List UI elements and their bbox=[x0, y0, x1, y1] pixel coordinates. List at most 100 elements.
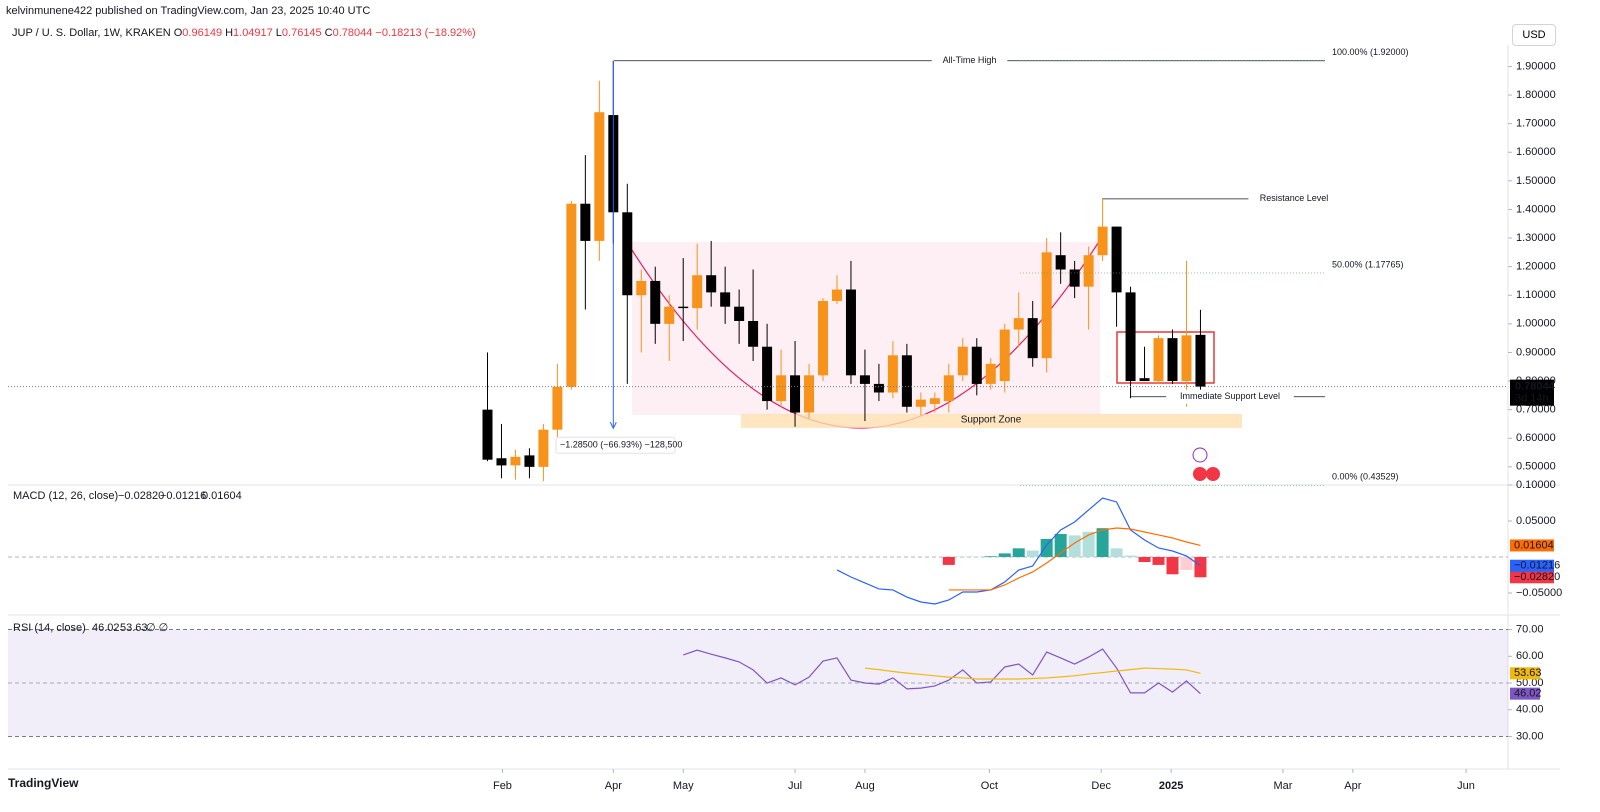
candle-body bbox=[1013, 318, 1024, 330]
level-label-bg bbox=[931, 53, 1008, 68]
y-tick-label: 0.10000 bbox=[1516, 479, 1556, 491]
candle-body bbox=[594, 112, 605, 241]
candle-body bbox=[943, 375, 954, 402]
x-tick-label: Jun bbox=[1457, 780, 1475, 792]
candle-body bbox=[1195, 334, 1206, 387]
ohlc-prefix: L bbox=[275, 27, 282, 39]
fib-label: 50.00% (1.17765) bbox=[1332, 259, 1404, 269]
axis-value-box bbox=[1510, 539, 1554, 552]
level-label: All-Time High bbox=[943, 55, 997, 65]
ohlc-value: 0.76145 bbox=[281, 27, 322, 39]
x-tick-label: Apr bbox=[605, 780, 622, 792]
histogram-bar bbox=[1180, 556, 1193, 570]
candle-body bbox=[1181, 335, 1192, 382]
candle-body bbox=[552, 386, 563, 430]
candle-body bbox=[762, 346, 773, 402]
axis-value-box bbox=[1510, 559, 1554, 572]
y-tick-label: 1.20000 bbox=[1516, 261, 1556, 273]
y-tick-label: 1.10000 bbox=[1516, 289, 1556, 301]
y-tick-label: 1.90000 bbox=[1516, 60, 1556, 72]
candle-body bbox=[957, 346, 968, 376]
candle-body bbox=[1153, 338, 1164, 382]
currency-button[interactable]: USD bbox=[1512, 24, 1556, 46]
candle-body bbox=[818, 300, 829, 376]
candle-body bbox=[804, 375, 815, 413]
arrow-head bbox=[609, 422, 617, 430]
histogram-bar bbox=[1124, 555, 1137, 557]
y-tick-label: 60.00 bbox=[1516, 650, 1544, 662]
measure-box bbox=[555, 436, 676, 454]
x-tick-label: May bbox=[673, 780, 694, 792]
last-price-box bbox=[1510, 379, 1554, 406]
axis-value-box bbox=[1510, 667, 1540, 680]
y-tick-label: 70.00 bbox=[1516, 623, 1544, 635]
candle-body bbox=[580, 203, 591, 241]
fib-label: 0.00% (0.43529) bbox=[1332, 472, 1399, 482]
range-box bbox=[1116, 331, 1215, 384]
candle-body bbox=[538, 429, 549, 467]
measure-label: −1.28500 (−66.93%) −128,500 bbox=[560, 440, 682, 450]
event-icon[interactable] bbox=[1193, 467, 1207, 481]
candle-body bbox=[1125, 292, 1136, 382]
symbol: JUP / U. S. Dollar, 1W, KRAKEN bbox=[12, 27, 171, 39]
level-label: Immediate Support Level bbox=[1180, 391, 1280, 401]
candle-body bbox=[1139, 378, 1150, 382]
histogram-bar bbox=[998, 553, 1011, 557]
candle-body bbox=[482, 409, 493, 460]
histogram-bar bbox=[1110, 548, 1123, 557]
axis-value-label: −0.01216 bbox=[1514, 560, 1560, 572]
symbol-legend: JUP / U. S. Dollar, 1W, KRAKEN O 0.96149 … bbox=[12, 27, 476, 39]
support-zone bbox=[741, 413, 1242, 428]
x-tick-label: Oct bbox=[981, 780, 998, 792]
candle-body bbox=[692, 275, 703, 309]
y-tick-label: 0.50000 bbox=[1516, 461, 1556, 473]
ohlc-value: 0.96149 bbox=[182, 27, 223, 39]
candle-body bbox=[524, 455, 535, 467]
x-tick-label: Apr bbox=[1344, 780, 1361, 792]
event-icon[interactable] bbox=[1206, 467, 1220, 481]
axis-value-label: 0.01604 bbox=[1514, 539, 1554, 551]
macd-line bbox=[836, 497, 1201, 605]
candle-body bbox=[1083, 255, 1094, 287]
axis-value-label: 53.63 bbox=[1514, 667, 1542, 679]
rsi-line bbox=[864, 667, 1201, 680]
candle-body bbox=[859, 375, 870, 384]
candle-body bbox=[1027, 318, 1038, 359]
histogram-bar bbox=[1138, 556, 1151, 563]
y-tick-label: 1.80000 bbox=[1516, 89, 1556, 101]
candle-body bbox=[1111, 226, 1122, 293]
level-label-bg bbox=[1248, 191, 1340, 206]
legend-value: 0.01604 bbox=[202, 490, 242, 502]
x-tick-label: 2025 bbox=[1159, 780, 1183, 792]
countdown: 3d 14h bbox=[1515, 393, 1549, 405]
candle-body bbox=[734, 306, 745, 321]
ohlc-prefix: O bbox=[173, 27, 183, 39]
axis-value-box bbox=[1510, 687, 1540, 700]
brand: TradingView bbox=[8, 776, 79, 790]
legend-extra: ∅ ∅ bbox=[146, 622, 168, 634]
candle-body bbox=[873, 383, 884, 393]
legend-value: −0.01216 bbox=[160, 490, 206, 502]
event-icon[interactable] bbox=[1192, 447, 1208, 463]
x-tick-label: Jul bbox=[788, 780, 802, 792]
histogram-bar bbox=[1166, 556, 1179, 575]
legend-value: −0.02820 bbox=[118, 490, 164, 502]
y-tick-label: 1.00000 bbox=[1516, 318, 1556, 330]
y-tick-label: 1.30000 bbox=[1516, 232, 1556, 244]
x-tick-label: Aug bbox=[855, 780, 875, 792]
candle-body bbox=[901, 355, 912, 407]
candle-body bbox=[1069, 269, 1080, 287]
candle-body bbox=[999, 329, 1010, 382]
candle-body bbox=[706, 275, 717, 293]
axis-value-label: −0.02820 bbox=[1514, 571, 1560, 583]
x-tick-label: Dec bbox=[1091, 780, 1111, 792]
candle-body bbox=[566, 203, 577, 387]
candle-body bbox=[1097, 226, 1108, 256]
candle-body bbox=[678, 306, 689, 309]
histogram-bar bbox=[984, 556, 997, 557]
y-tick-label: 1.70000 bbox=[1516, 118, 1556, 130]
candle-body bbox=[748, 320, 759, 347]
x-tick-label: Mar bbox=[1273, 780, 1292, 792]
histogram-bar bbox=[1096, 528, 1109, 557]
